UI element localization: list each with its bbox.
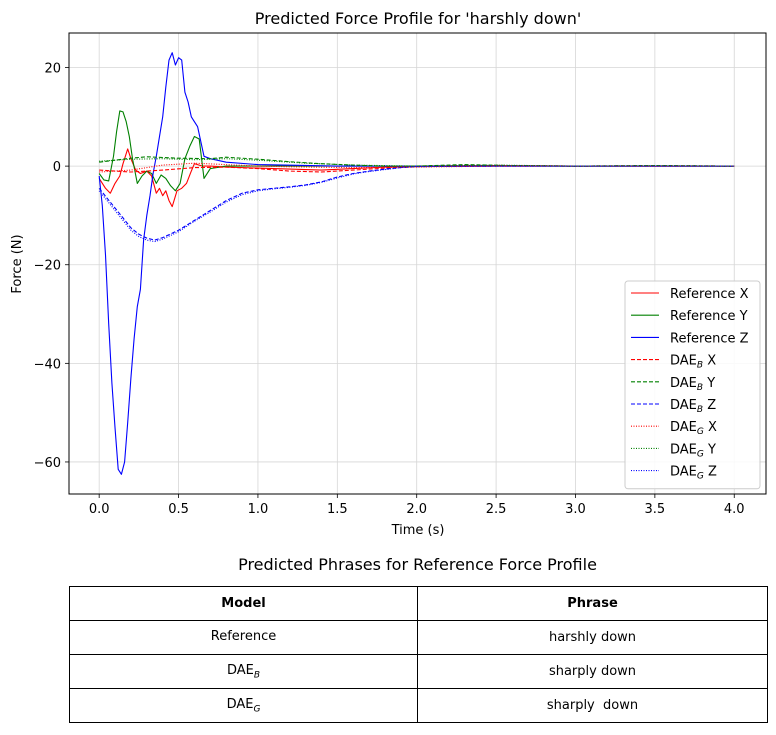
model-cell: Reference xyxy=(69,620,418,655)
series-line xyxy=(98,52,735,475)
x-tick-label: 0.0 xyxy=(89,502,110,517)
x-tick-label: 4.0 xyxy=(724,502,745,517)
table-title: Predicted Phrases for Reference Force Pr… xyxy=(238,555,597,574)
x-tick-label: 1.5 xyxy=(327,502,348,517)
series-lines xyxy=(98,52,735,475)
legend-label: DAEG Y xyxy=(670,442,716,459)
x-tick-label: 3.5 xyxy=(645,502,666,517)
phrase-cell: harshly down xyxy=(417,620,768,655)
phrase-cell: sharply down xyxy=(417,654,768,689)
series-line xyxy=(98,110,735,192)
legend-label: DAEB Y xyxy=(670,376,715,393)
y-tick-label: 0 xyxy=(53,160,61,175)
y-tick-label: 20 xyxy=(44,62,61,77)
phrase-cell: sharply down xyxy=(417,688,768,723)
x-tick-label: 1.0 xyxy=(248,502,269,517)
x-axis-label: Time (s) xyxy=(391,523,445,538)
legend-box xyxy=(624,280,761,490)
axis-ticks: 0.0 0.5 1.0 1.5 2.0 2.5 3.0 3.5 4.0 −60 −40 −20 0 20 xyxy=(34,62,745,517)
legend-label: Reference Z xyxy=(670,331,749,346)
x-tick-label: 0.5 xyxy=(168,502,189,517)
table-row: Reference harshly down xyxy=(69,620,768,655)
legend-label: Reference X xyxy=(670,287,749,302)
plot-frame xyxy=(68,32,767,495)
y-axis-label: Force (N) xyxy=(10,234,25,293)
model-cell: DAEB xyxy=(69,654,418,689)
table-header-row: Model Phrase xyxy=(69,586,768,621)
phrases-table: Model Phrase Reference harshly down DAEB… xyxy=(69,586,768,723)
series-line xyxy=(98,165,735,243)
legend-label: Reference Y xyxy=(670,309,748,324)
y-tick-label: −20 xyxy=(34,259,61,274)
series-line xyxy=(98,165,735,241)
force-profile-chart: Predicted Force Profile for 'harshly dow… xyxy=(10,9,767,538)
series-line xyxy=(99,156,735,167)
x-tick-label: 2.0 xyxy=(406,502,427,517)
y-tick-label: −60 xyxy=(34,456,61,471)
legend: Reference X Reference Y Reference Z DAEB X D… xyxy=(624,280,761,490)
table-row: DAEG sharply down xyxy=(69,688,768,723)
x-tick-label: 2.5 xyxy=(486,502,507,517)
table-row: DAEB sharply down xyxy=(69,654,768,689)
x-tick-label: 3.0 xyxy=(565,502,586,517)
legend-label: DAEB X xyxy=(670,354,716,371)
legend-label: DAEB Z xyxy=(670,398,716,415)
header-phrase: Phrase xyxy=(417,586,768,621)
series-line xyxy=(98,148,735,208)
y-tick-label: −40 xyxy=(34,357,61,372)
model-cell: DAEG xyxy=(69,688,418,723)
chart-title: Predicted Force Profile for 'harshly dow… xyxy=(255,9,581,28)
legend-label: DAEG Z xyxy=(670,465,717,482)
legend-label: DAEG X xyxy=(670,420,717,437)
header-model: Model xyxy=(69,586,418,621)
